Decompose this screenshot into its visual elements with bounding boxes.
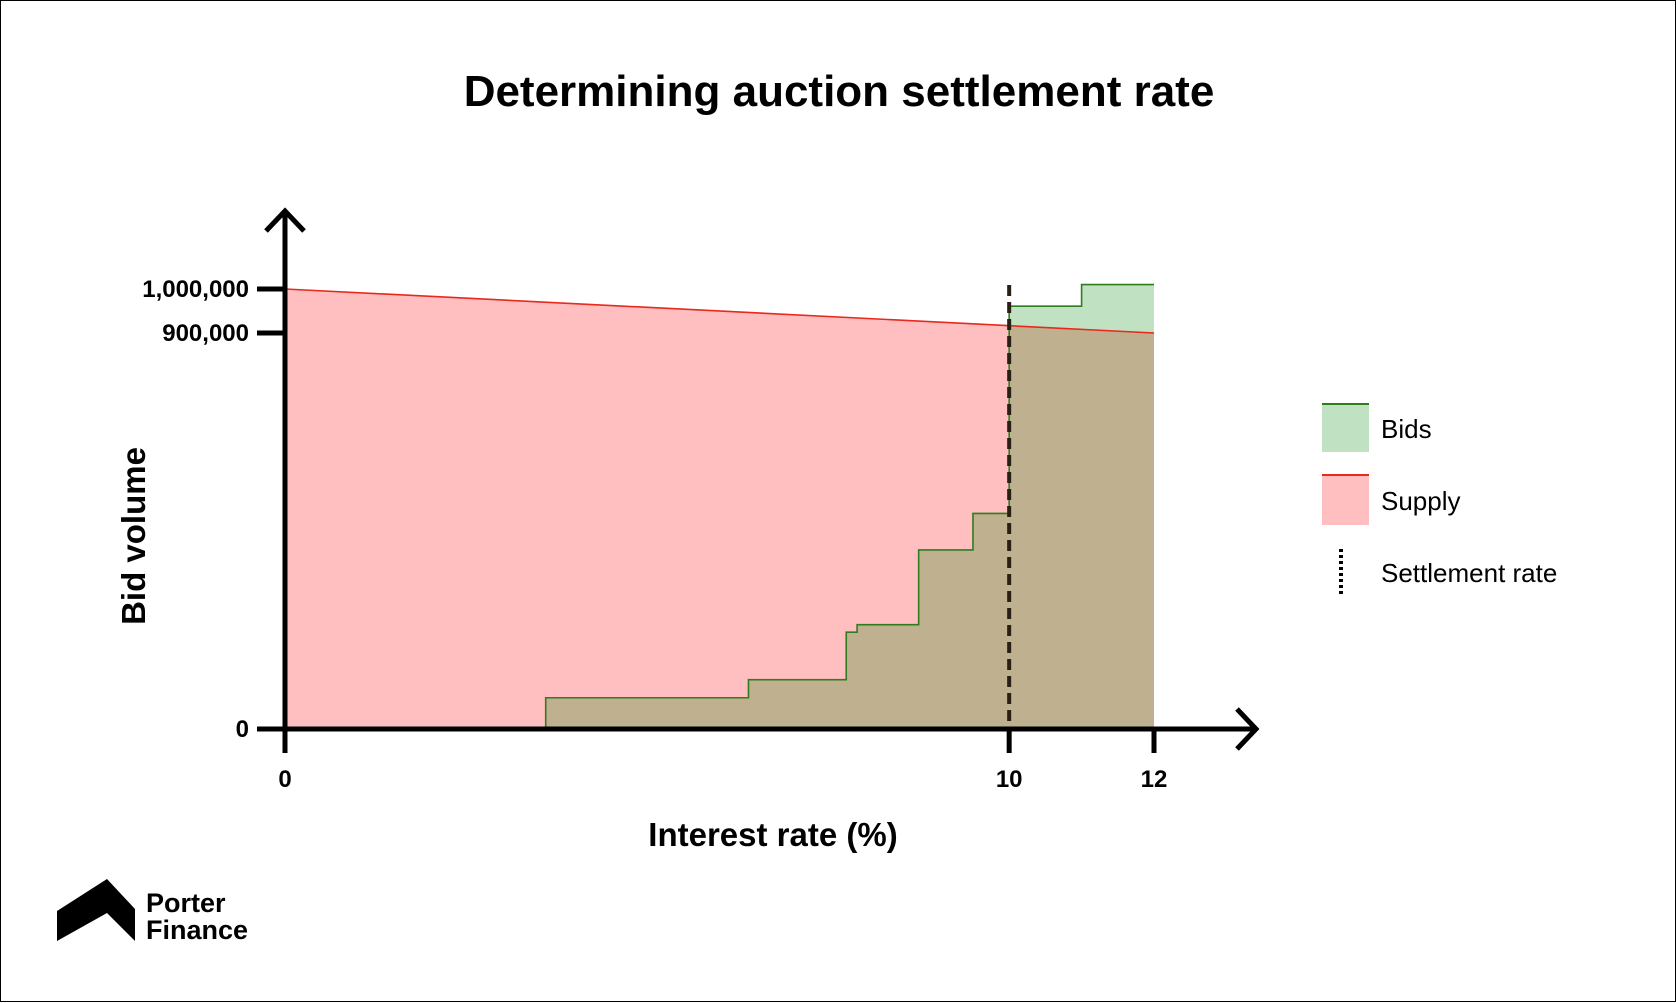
legend: Bids Supply Settlement rate — [1322, 403, 1557, 597]
x-ticks: 0 10 12 — [278, 729, 1167, 793]
legend-item-settlement-rate: Settlement rate — [1339, 549, 1557, 597]
legend-item-bids: Bids — [1322, 403, 1432, 452]
porter-finance-logo: Porter Finance — [57, 879, 248, 945]
logo-mark-right — [107, 879, 135, 941]
x-tick-label: 12 — [1141, 766, 1168, 793]
y-ticks: 0 900,000 1,000,000 — [142, 276, 285, 743]
bids-step-line — [544, 283, 1154, 729]
x-axis-arrow — [1235, 707, 1260, 751]
legend-item-supply: Supply — [1322, 474, 1461, 525]
plot-area — [284, 283, 1155, 729]
logo-text-porter: Porter — [146, 888, 226, 918]
y-axis-arrow — [264, 207, 306, 233]
chart-title: Determining auction settlement rate — [464, 67, 1215, 116]
bids-supply-overlap — [545, 289, 1154, 729]
y-tick-label: 0 — [236, 716, 249, 743]
y-tick-label: 1,000,000 — [142, 276, 249, 303]
legend-label-settlement-rate: Settlement rate — [1381, 558, 1557, 588]
x-tick-label: 0 — [278, 766, 291, 793]
y-axis-label: Bid volume — [115, 447, 152, 625]
legend-swatch-supply — [1322, 475, 1369, 525]
legend-label-bids: Bids — [1381, 414, 1432, 444]
legend-swatch-bids — [1322, 404, 1369, 452]
logo-text-finance: Finance — [146, 915, 248, 945]
logo-mark-left — [57, 879, 107, 941]
x-tick-label: 10 — [996, 766, 1023, 793]
y-tick-label: 900,000 — [162, 320, 249, 347]
legend-label-supply: Supply — [1381, 486, 1461, 516]
axes: 0 900,000 1,000,000 0 10 12 — [142, 207, 1260, 793]
x-axis-label: Interest rate (%) — [648, 816, 897, 853]
